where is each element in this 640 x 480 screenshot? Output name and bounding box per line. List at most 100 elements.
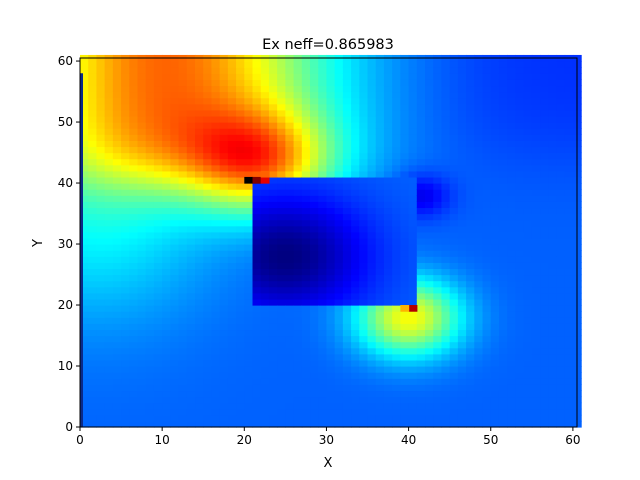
heatmap-cell	[88, 189, 98, 196]
heatmap-cell	[548, 390, 558, 398]
heatmap-cell	[474, 158, 484, 166]
heatmap-cell	[392, 189, 401, 196]
heatmap-cell	[367, 109, 377, 117]
heatmap-cell	[153, 201, 163, 209]
heatmap-cell	[416, 146, 426, 154]
heatmap-cell	[498, 347, 508, 355]
heatmap-cell	[531, 420, 541, 428]
heatmap-cell	[104, 311, 114, 318]
heatmap-cell	[301, 79, 311, 87]
heatmap-cell	[96, 323, 106, 331]
heatmap-cell	[137, 329, 147, 337]
heatmap-cell	[260, 414, 270, 422]
heatmap-cell	[170, 207, 180, 215]
heatmap-cell	[162, 262, 171, 270]
heatmap-cell	[96, 152, 106, 160]
heatmap-cell	[252, 195, 262, 202]
heatmap-cell	[145, 67, 155, 74]
heatmap-cell	[227, 408, 237, 416]
heatmap-cell	[392, 420, 401, 428]
heatmap-cell	[227, 195, 237, 202]
heatmap-cell	[449, 207, 459, 215]
heatmap-cell	[433, 414, 443, 422]
heatmap-cell	[112, 244, 122, 251]
heatmap-cell	[416, 189, 426, 196]
heatmap-cell	[170, 353, 180, 361]
heatmap-cell	[466, 262, 475, 270]
heatmap-cell	[186, 195, 196, 202]
heatmap-cell	[301, 67, 311, 74]
heatmap-cell	[145, 390, 155, 398]
heatmap-cell	[457, 317, 467, 324]
heatmap-cell	[523, 152, 533, 160]
heatmap-cell	[268, 140, 278, 148]
heatmap-cell	[540, 219, 549, 227]
heatmap-cell	[211, 384, 221, 392]
heatmap-cell	[334, 378, 344, 385]
heatmap-cell	[449, 329, 459, 337]
heatmap-cell	[383, 61, 393, 68]
heatmap-cell	[162, 359, 171, 367]
heatmap-cell	[203, 73, 213, 80]
heatmap-cell	[433, 201, 443, 209]
heatmap-cell	[277, 140, 286, 148]
heatmap-cell	[268, 305, 278, 312]
heatmap-cell	[285, 311, 295, 318]
heatmap-cell	[457, 170, 467, 178]
heatmap-cell	[482, 85, 492, 93]
heatmap-cell	[170, 97, 180, 105]
heatmap-cell	[523, 164, 533, 172]
heatmap-cell	[112, 97, 122, 105]
heatmap-cell	[400, 311, 410, 318]
heatmap-cell	[178, 115, 188, 123]
heatmap-cell	[564, 225, 574, 233]
heatmap-cell	[564, 213, 574, 221]
heatmap-cell	[474, 280, 484, 288]
heatmap-cell	[416, 366, 426, 373]
heatmap-cell	[490, 195, 500, 202]
heatmap-cell	[121, 134, 130, 141]
heatmap-cell	[195, 134, 204, 141]
heatmap-cell	[548, 170, 558, 178]
heatmap-cell	[375, 176, 385, 184]
heatmap-cell	[482, 256, 492, 263]
heatmap-cell	[80, 201, 89, 209]
heatmap-cell	[498, 91, 508, 99]
heatmap-cell	[129, 195, 139, 202]
heatmap-cell	[277, 67, 286, 74]
heatmap-cell	[383, 262, 393, 270]
heatmap-cell	[498, 323, 508, 331]
heatmap-cell	[359, 164, 369, 172]
heatmap-cell	[342, 335, 352, 343]
heatmap-cell	[375, 372, 385, 379]
heatmap-cell	[293, 164, 303, 172]
heatmap-cell	[383, 274, 393, 282]
heatmap-cell	[359, 122, 369, 129]
heatmap-cell	[129, 109, 139, 117]
heatmap-cell	[129, 73, 139, 80]
heatmap-cell	[507, 146, 516, 154]
heatmap-cell	[153, 408, 163, 416]
heatmap-cell	[301, 213, 311, 221]
heatmap-cell	[466, 341, 475, 349]
heatmap-cell	[301, 103, 311, 111]
heatmap-cell	[162, 329, 171, 337]
heatmap-cell	[285, 347, 295, 355]
heatmap-cell	[531, 341, 541, 349]
heatmap-cell	[342, 85, 352, 93]
heatmap-cell	[425, 109, 434, 117]
heatmap-cell	[293, 115, 303, 123]
heatmap-cell	[153, 176, 163, 184]
heatmap-cell	[375, 91, 385, 99]
heatmap-cell	[219, 311, 229, 318]
heatmap-cell	[96, 164, 106, 172]
heatmap-cell	[112, 61, 122, 68]
heatmap-cell	[556, 73, 566, 80]
heatmap-cell	[219, 298, 229, 306]
heatmap-cell	[498, 152, 508, 160]
heatmap-cell	[564, 103, 574, 111]
heatmap-cell	[482, 420, 492, 428]
heatmap-cell	[367, 250, 377, 257]
heatmap-cell	[170, 286, 180, 294]
heatmap-cell	[392, 122, 401, 129]
